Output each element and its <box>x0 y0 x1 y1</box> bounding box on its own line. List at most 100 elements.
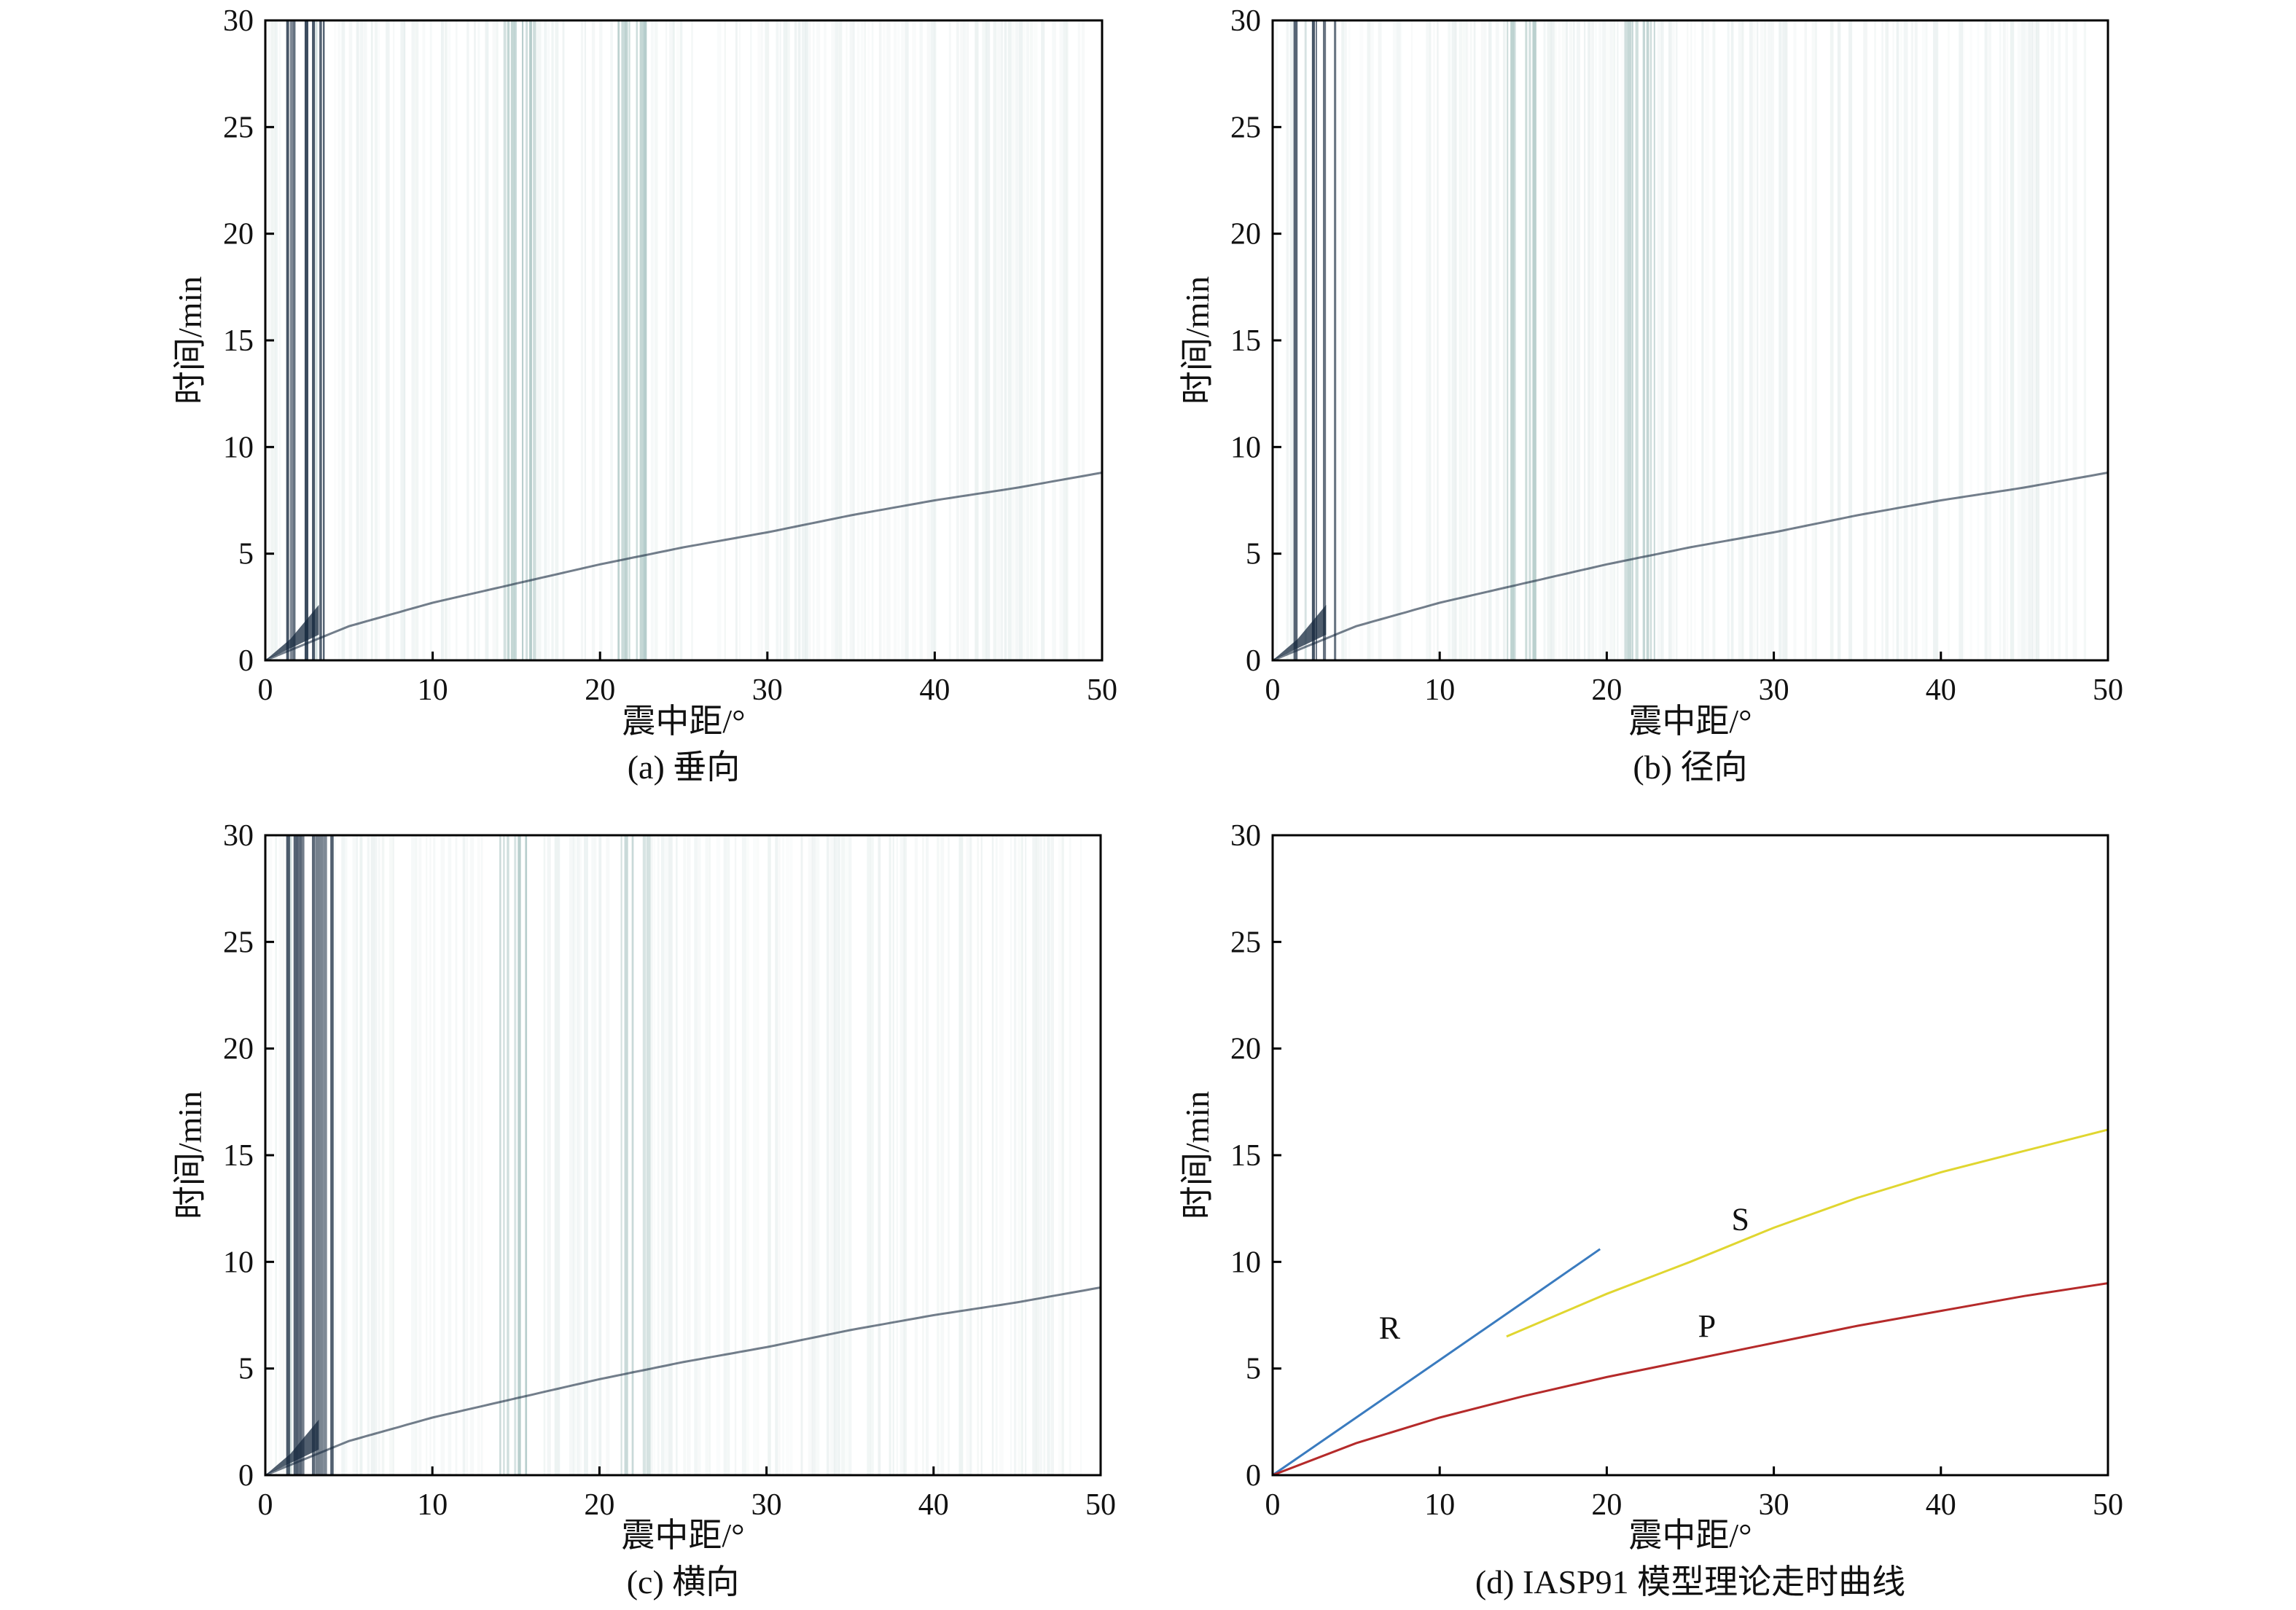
station-trace <box>1514 20 1516 660</box>
station-trace <box>705 835 709 1475</box>
station-trace <box>1359 20 1364 660</box>
station-trace <box>381 835 385 1475</box>
station-trace <box>1741 20 1744 660</box>
station-trace <box>1749 20 1753 660</box>
station-trace <box>1000 20 1004 660</box>
station-trace <box>492 20 496 660</box>
station-trace <box>1433 20 1435 660</box>
station-trace <box>1004 20 1007 660</box>
station-trace <box>723 835 727 1475</box>
station-trace <box>1026 20 1030 660</box>
station-trace <box>1624 20 1628 660</box>
station-trace <box>846 20 848 660</box>
y-tick-label: 30 <box>223 819 254 853</box>
station-trace <box>543 835 546 1475</box>
station-trace <box>1613 20 1616 660</box>
station-trace <box>782 835 784 1475</box>
station-trace <box>625 20 628 660</box>
x-tick-label: 0 <box>258 1488 273 1522</box>
station-trace <box>599 20 603 660</box>
station-trace <box>2083 21 2087 660</box>
station-trace <box>1437 20 1439 660</box>
y-tick-label: 0 <box>1246 1459 1261 1493</box>
station-trace <box>1609 21 1613 660</box>
station-trace <box>620 835 622 1475</box>
station-trace <box>1014 835 1017 1475</box>
station-trace <box>1764 20 1767 660</box>
station-trace <box>734 835 737 1475</box>
station-trace <box>948 835 950 1475</box>
station-trace <box>1738 20 1743 660</box>
station-trace <box>485 20 489 660</box>
station-trace <box>1631 20 1633 660</box>
station-trace <box>289 835 292 1475</box>
station-trace <box>1466 20 1469 660</box>
station-trace <box>554 835 558 1475</box>
station-trace <box>745 836 749 1475</box>
station-trace <box>867 835 871 1475</box>
station-trace <box>286 20 289 660</box>
station-trace <box>948 20 951 660</box>
station-trace <box>636 20 638 660</box>
station-trace <box>811 836 816 1475</box>
station-trace <box>1015 20 1019 660</box>
station-trace <box>794 20 797 660</box>
station-trace <box>386 20 390 660</box>
station-trace <box>2028 20 2034 660</box>
panel-a: 0 10 20 30 40 50 0 5 10 15 20 25 30 震中距/° 时间/min (a… <box>171 4 1117 786</box>
station-trace <box>824 21 827 660</box>
station-trace <box>1473 20 1476 660</box>
station-trace <box>903 836 907 1475</box>
station-trace <box>779 20 781 660</box>
station-trace <box>750 20 752 660</box>
station-trace <box>330 835 334 1475</box>
station-trace <box>518 835 521 1475</box>
station-trace <box>1804 21 1807 660</box>
station-trace <box>345 835 348 1475</box>
station-trace <box>621 20 626 660</box>
station-trace <box>765 20 770 660</box>
station-trace <box>1455 20 1458 660</box>
station-trace <box>1565 21 1569 660</box>
station-trace <box>304 20 308 660</box>
caption-a: (a) 垂向 <box>628 749 741 786</box>
station-trace <box>967 20 969 660</box>
station-trace <box>311 835 316 1475</box>
station-trace <box>1043 835 1046 1475</box>
station-trace <box>1811 21 1816 660</box>
station-trace <box>393 20 395 660</box>
station-trace <box>642 835 647 1475</box>
station-trace <box>1595 20 1597 660</box>
station-trace <box>643 20 647 660</box>
curve-labels: R S P <box>1379 1201 1749 1345</box>
station-trace <box>580 20 584 660</box>
station-trace <box>521 21 524 660</box>
station-trace <box>624 836 628 1475</box>
station-trace <box>569 835 574 1475</box>
station-trace <box>1429 20 1432 660</box>
station-trace <box>1863 20 1867 660</box>
y-axis-b: 0 5 10 15 20 25 30 <box>1230 4 1281 678</box>
curve-label-P: P <box>1698 1308 1716 1344</box>
x-axis-title-d: 震中距/° <box>1628 1517 1752 1554</box>
x-axis-d: 0 10 20 30 40 50 <box>1265 1466 2123 1522</box>
station-trace <box>833 835 837 1475</box>
station-trace <box>835 20 839 660</box>
y-axis-a: 0 5 10 15 20 25 30 <box>223 4 274 678</box>
station-trace <box>673 20 675 660</box>
station-trace <box>1848 20 1853 660</box>
station-trace <box>1782 20 1787 660</box>
caption-d: (d) IASP91 模型理论走时曲线 <box>1475 1563 1905 1601</box>
station-trace <box>293 21 296 660</box>
station-trace <box>1642 20 1645 660</box>
station-trace <box>580 835 582 1475</box>
station-trace <box>940 836 945 1475</box>
station-trace <box>1462 20 1467 660</box>
station-trace <box>1293 20 1298 660</box>
station-trace <box>282 835 285 1475</box>
station-trace <box>808 20 811 660</box>
station-trace <box>606 835 610 1475</box>
station-trace <box>2002 20 2006 660</box>
station-trace <box>374 21 378 660</box>
near-source-arrivals <box>265 1419 319 1475</box>
